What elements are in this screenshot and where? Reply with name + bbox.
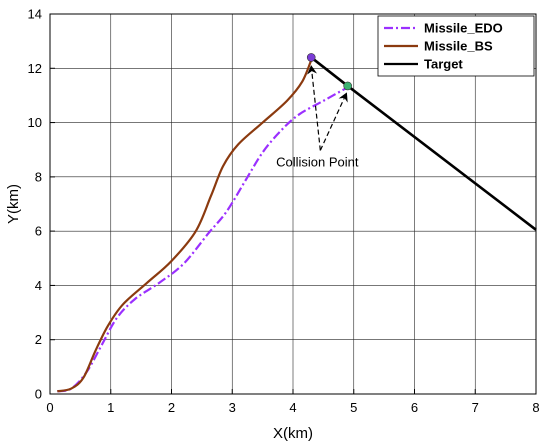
- x-tick-label-5: 5: [350, 400, 357, 415]
- collision-markers: [306, 53, 352, 91]
- legend: Missile_EDO Missile_BS Target: [377, 15, 535, 77]
- y-tick-label-6: 12: [28, 61, 42, 76]
- y-tick-label-4: 8: [35, 169, 42, 184]
- annotation-arrow-0: [307, 65, 321, 151]
- x-tick-label-3: 3: [229, 400, 236, 415]
- y-tick-label-0: 0: [35, 387, 42, 402]
- x-tick-label-8: 8: [532, 400, 539, 415]
- y-tick-label-7: 14: [28, 7, 42, 22]
- y-tick-label-1: 2: [35, 332, 42, 347]
- y-tick-label-5: 10: [28, 115, 42, 130]
- x-tick-label-4: 4: [289, 400, 296, 415]
- series-line-missile-edo: [57, 86, 349, 393]
- x-tick-label-6: 6: [411, 400, 418, 415]
- legend-label-missile-edo: Missile_EDO: [424, 21, 503, 36]
- y-axis-title: Y(km): [5, 184, 22, 224]
- edo-collision-marker: [343, 81, 352, 91]
- series-line-missile-bs: [57, 59, 313, 393]
- y-tick-label-2: 4: [35, 278, 42, 293]
- annotation-label: Collision Point: [276, 154, 359, 169]
- y-tick-label-3: 6: [35, 224, 42, 239]
- legend-label-target: Target: [424, 57, 463, 72]
- annotation: Collision Point: [276, 65, 359, 169]
- x-tick-label-7: 7: [472, 400, 479, 415]
- x-tick-label-2: 2: [168, 400, 175, 415]
- x-tick-label-0: 0: [46, 400, 53, 415]
- annotation-arrow-1: [319, 92, 348, 151]
- bs-collision-marker: [306, 53, 316, 62]
- x-tick-label-1: 1: [107, 400, 114, 415]
- x-axis-title: X(km): [273, 425, 313, 442]
- legend-label-missile-bs: Missile_BS: [424, 39, 493, 54]
